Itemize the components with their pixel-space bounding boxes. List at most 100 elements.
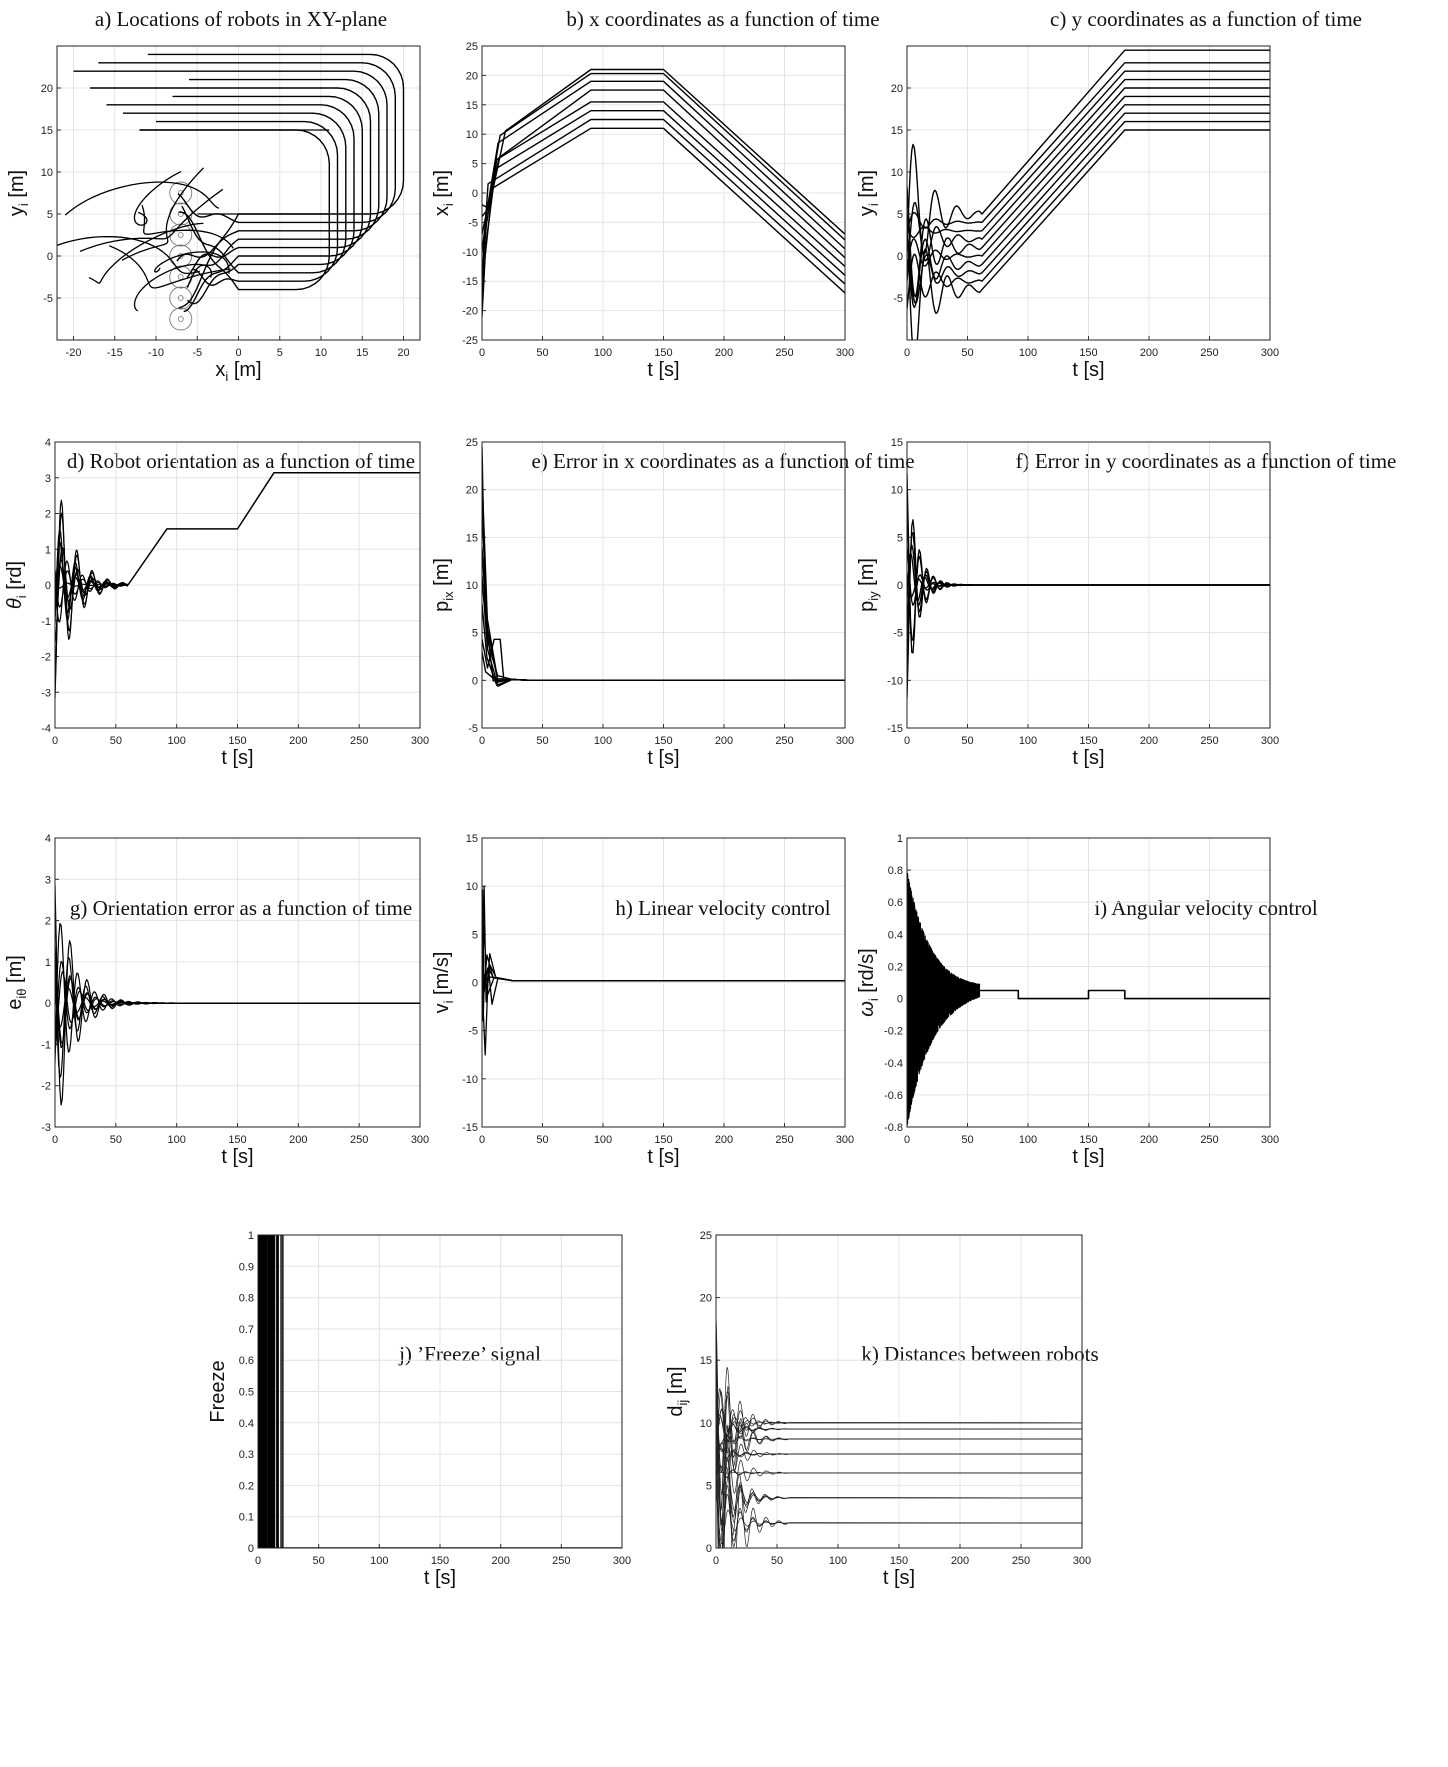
x-axis-label: t [s] [883, 1567, 915, 1589]
series-line [482, 651, 845, 681]
x-tick-label: 50 [771, 1555, 783, 1567]
x-tick-label: 100 [829, 1555, 847, 1567]
x-tick-label: 50 [536, 1134, 548, 1146]
x-tick-label: -20 [66, 347, 82, 359]
axes-frame [481, 837, 846, 1128]
y-tick-label: 25 [466, 437, 478, 449]
x-tick-label: 300 [1261, 347, 1279, 359]
x-tick-label: -15 [107, 347, 123, 359]
series-line [482, 68, 845, 235]
y-tick-label: 5 [897, 209, 903, 221]
series-line [907, 572, 1270, 598]
x-tick-label: 0 [904, 1134, 910, 1146]
y-tick-label: -1 [41, 616, 51, 628]
x-axis-label: xi [m] [215, 359, 261, 384]
y-tick-label: 0 [897, 580, 903, 592]
plot-area [258, 1235, 622, 1548]
initial-position-center [177, 232, 184, 238]
plot-area [482, 885, 845, 1056]
panel-k: k) Distances between robots 0 50 100 150 200… [665, 1230, 1230, 1767]
y-axis-label: yi [m] [856, 170, 881, 216]
chart-d: 0 50 100 150 200 250 300 -4 -3 -2 -1 0 1 2 3 4 t [s] θi [… [4, 437, 429, 769]
chart-b: 0 50 100 150 200 250 300 -25 -20 -15 -10 -5 0 5 10 15 20… [431, 41, 854, 381]
y-tick-label: 10 [700, 1418, 712, 1430]
series-line [55, 987, 420, 1029]
x-tick-label: 100 [370, 1555, 388, 1567]
y-tick-label: 15 [466, 833, 478, 845]
x-tick-label: 10 [315, 347, 327, 359]
chart-g: 0 50 100 150 200 250 300 -3 -2 -1 0 1 2 3 4 t [s] eiθ [m… [4, 833, 429, 1168]
y-tick-label: 15 [466, 100, 478, 112]
robot-trajectory [90, 87, 372, 278]
x-tick-label: 100 [1019, 1134, 1037, 1146]
panel-d: d) Robot orientation as a function of ti… [0, 437, 482, 842]
x-tick-label: 50 [110, 735, 122, 747]
series-line [907, 896, 981, 1120]
y-tick-label: -5 [893, 293, 903, 305]
chart-k: 0 50 100 150 200 250 300 0 5 10 15 20 25 t [s] dij [m] [665, 1230, 1091, 1589]
y-tick-label: 0.8 [239, 1293, 254, 1305]
x-tick-label: 150 [1079, 1134, 1097, 1146]
plot-area [907, 871, 1270, 1127]
y-tick-label: 0.2 [888, 961, 903, 973]
y-tick-label: -2 [41, 1081, 51, 1093]
x-tick-label: 150 [654, 347, 672, 359]
y-tick-label: 0 [706, 1543, 712, 1555]
panel-e: e) Error in x coordinates as a function … [431, 437, 964, 842]
x-tick-label: 200 [715, 1134, 733, 1146]
y-tick-label: 5 [472, 159, 478, 171]
series-line [55, 499, 129, 699]
chart-j: 0 50 100 150 200 250 300 0 0.1 0.2 0.3 0.4 0.5 0.6 0.7… [207, 1230, 631, 1589]
chart-title: e) Error in x coordinates as a function … [531, 449, 915, 473]
x-tick-label: 250 [350, 1134, 368, 1146]
x-tick-label: 0 [904, 735, 910, 747]
y-tick-label: 0 [472, 978, 478, 990]
series-line [482, 72, 845, 241]
y-tick-label: -25 [462, 335, 478, 347]
freeze-pulse [270, 1235, 273, 1548]
plot-area [55, 471, 420, 699]
x-tick-label: 250 [1200, 347, 1218, 359]
axes-frame [906, 45, 1271, 341]
y-tick-label: 15 [891, 437, 903, 449]
x-tick-label: 200 [1140, 1134, 1158, 1146]
y-axis-label: θi [rd] [4, 561, 29, 609]
y-tick-label: -5 [468, 217, 478, 229]
x-tick-label: 200 [1140, 735, 1158, 747]
series-line [716, 1395, 1082, 1526]
y-tick-label: -5 [468, 723, 478, 735]
series-line [907, 70, 1270, 239]
x-axis-label: t [s] [647, 1146, 679, 1168]
x-tick-label: 200 [715, 347, 733, 359]
x-tick-label: 100 [594, 347, 612, 359]
y-tick-label: -3 [41, 687, 51, 699]
y-tick-label: 25 [466, 41, 478, 53]
y-tick-label: -15 [462, 276, 478, 288]
y-tick-label: -3 [41, 1122, 51, 1134]
y-tick-label: -15 [462, 1122, 478, 1134]
panel-f: f) Error in y coordinates as a function … [856, 437, 1448, 842]
series-line [907, 95, 1270, 270]
initial-position-marker [169, 307, 193, 331]
y-tick-label: 0.1 [239, 1512, 254, 1524]
series-line [716, 1389, 1082, 1496]
series-line [716, 1390, 1082, 1478]
chart-title: c) y coordinates as a function of time [1050, 7, 1362, 31]
series-line [55, 546, 129, 644]
y-tick-label: 1 [45, 544, 51, 556]
y-tick-label: 0.6 [888, 897, 903, 909]
freeze-block [258, 1235, 268, 1548]
early-trajectory [109, 245, 231, 289]
y-tick-label: 10 [891, 167, 903, 179]
y-tick-label: 10 [466, 580, 478, 592]
y-tick-label: -15 [887, 723, 903, 735]
y-tick-label: 4 [45, 833, 51, 845]
x-tick-label: 100 [594, 735, 612, 747]
panel-c: c) y coordinates as a function of time 0… [856, 0, 1448, 395]
y-tick-label: 0.2 [239, 1480, 254, 1492]
y-tick-label: 0.4 [239, 1418, 254, 1430]
x-tick-label: 300 [1073, 1555, 1091, 1567]
y-tick-label: 10 [466, 881, 478, 893]
chart-i: 0 50 100 150 200 250 300 -0.8 -0.6 -0.4 -0.2 0 0.2 0.… [856, 833, 1279, 1168]
chart-h: 0 50 100 150 200 250 300 -15 -10 -5 0 5 10 15 t [s] vi … [431, 833, 854, 1168]
